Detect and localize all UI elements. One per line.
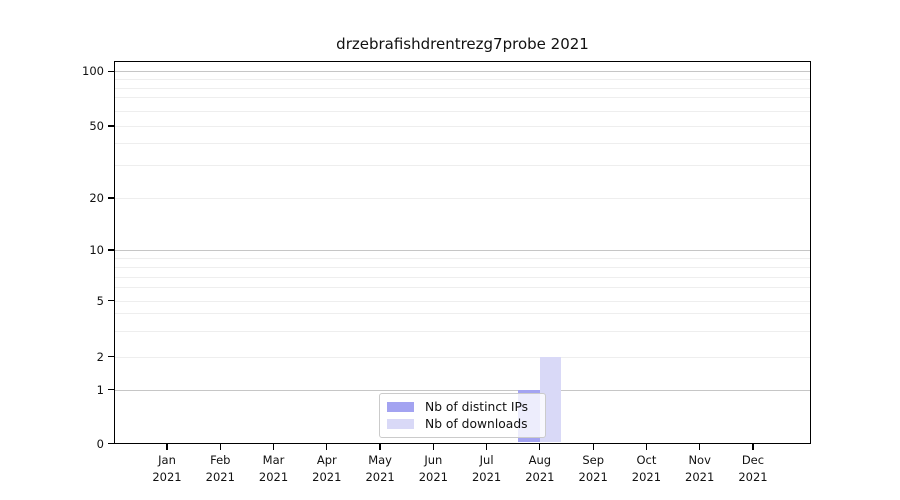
- y-tick-label: 1: [96, 382, 104, 397]
- x-tick-month: Jul: [479, 453, 494, 467]
- x-tick-month: Mar: [262, 453, 285, 467]
- x-tick-year: 2021: [631, 470, 662, 484]
- x-tick-mark: [272, 443, 275, 450]
- x-tick-mark: [432, 443, 434, 450]
- x-tick-label: Jan 2021: [135, 452, 199, 486]
- minor-gridline: [115, 356, 810, 358]
- x-tick-mark: [699, 443, 701, 450]
- x-tick-year: 2021: [258, 470, 289, 484]
- x-tick-year: 2021: [365, 470, 395, 484]
- minor-gridline: [115, 258, 810, 260]
- x-tick-label: Dec 2021: [721, 452, 785, 486]
- x-tick-month: Nov: [688, 453, 711, 467]
- y-tick-label: 10: [89, 243, 104, 257]
- x-tick-month: Sep: [582, 453, 604, 467]
- x-tick-month: Dec: [741, 453, 765, 467]
- x-tick-year: 2021: [525, 470, 555, 484]
- x-tick-year: 2021: [578, 470, 608, 484]
- major-gridline: [115, 71, 810, 73]
- chart-title: drzebrafishdrentrezg7probe 2021: [336, 35, 589, 53]
- x-tick-year: 2021: [418, 470, 448, 484]
- minor-gridline: [115, 286, 810, 288]
- y-tick-label: 100: [82, 64, 104, 79]
- x-tick-label: May 2021: [348, 452, 412, 486]
- x-tick-mark: [592, 443, 594, 450]
- y-tick-label: 2: [96, 349, 104, 364]
- y-tick-label: 5: [96, 293, 104, 308]
- legend-item-downloads: Nb of downloads: [387, 417, 539, 431]
- x-tick-month: Oct: [636, 453, 657, 467]
- major-gridline: [115, 389, 810, 391]
- y-tick-mark: [108, 70, 114, 72]
- x-tick-month: Jan: [158, 453, 176, 467]
- y-tick-mark: [108, 125, 114, 127]
- y-tick-label: 0: [96, 436, 104, 451]
- minor-gridline: [115, 142, 810, 144]
- x-tick-mark: [645, 443, 648, 450]
- x-tick-mark: [166, 443, 168, 450]
- y-tick-mark: [108, 355, 114, 358]
- y-tick-mark: [108, 249, 114, 251]
- minor-gridline: [115, 111, 810, 112]
- x-tick-label: Sep 2021: [561, 452, 625, 486]
- x-tick-year: 2021: [471, 470, 502, 484]
- x-tick-mark: [539, 443, 541, 450]
- x-tick-month: Feb: [210, 453, 231, 467]
- x-tick-mark: [752, 443, 754, 450]
- x-tick-month: Apr: [316, 453, 337, 467]
- legend-swatch-distinct-ips: [387, 402, 414, 412]
- legend: Nb of distinct IPs Nb of downloads: [379, 393, 546, 438]
- x-tick-month: Jun: [424, 453, 443, 467]
- y-tick-label: 50: [89, 119, 104, 133]
- legend-label-distinct-ips: Nb of distinct IPs: [425, 400, 529, 414]
- x-tick-label: Feb 2021: [188, 452, 252, 486]
- x-tick-mark: [219, 443, 221, 450]
- x-tick-label: Aug 2021: [508, 452, 572, 486]
- x-tick-mark: [486, 443, 488, 450]
- x-tick-mark: [326, 443, 328, 450]
- x-tick-label: Nov 2021: [668, 452, 732, 486]
- y-tick-mark: [108, 442, 114, 445]
- minor-gridline: [115, 88, 810, 89]
- x-tick-year: 2021: [685, 470, 715, 484]
- x-tick-label: Oct 2021: [614, 452, 678, 486]
- legend-item-distinct-ips: Nb of distinct IPs: [387, 400, 539, 414]
- minor-gridline: [115, 198, 810, 199]
- legend-label-downloads: Nb of downloads: [425, 417, 528, 431]
- major-gridline: [115, 250, 810, 251]
- minor-gridline: [115, 97, 810, 99]
- minor-gridline: [115, 79, 810, 81]
- x-tick-label: Apr 2021: [295, 452, 359, 486]
- x-tick-month: Aug: [528, 453, 552, 467]
- minor-gridline: [115, 330, 810, 332]
- plot-border: [114, 61, 811, 444]
- x-tick-year: 2021: [152, 470, 182, 484]
- minor-gridline: [115, 313, 810, 315]
- x-tick-year: 2021: [205, 470, 235, 484]
- y-tick-mark: [108, 299, 114, 302]
- minor-gridline: [115, 300, 810, 302]
- x-tick-label: Jul 2021: [455, 452, 519, 486]
- minor-gridline: [115, 126, 810, 127]
- x-tick-mark: [379, 443, 381, 450]
- x-tick-label: Mar 2021: [242, 452, 306, 486]
- y-tick-mark: [108, 197, 114, 199]
- x-tick-year: 2021: [312, 470, 342, 484]
- minor-gridline: [115, 276, 810, 278]
- x-tick-month: May: [368, 453, 392, 467]
- minor-gridline: [115, 165, 810, 166]
- x-tick-label: Jun 2021: [401, 452, 465, 486]
- legend-swatch-downloads: [387, 419, 414, 429]
- y-tick-mark: [108, 388, 114, 391]
- minor-gridline: [115, 267, 810, 269]
- y-tick-label: 20: [89, 191, 104, 205]
- x-tick-year: 2021: [738, 470, 768, 484]
